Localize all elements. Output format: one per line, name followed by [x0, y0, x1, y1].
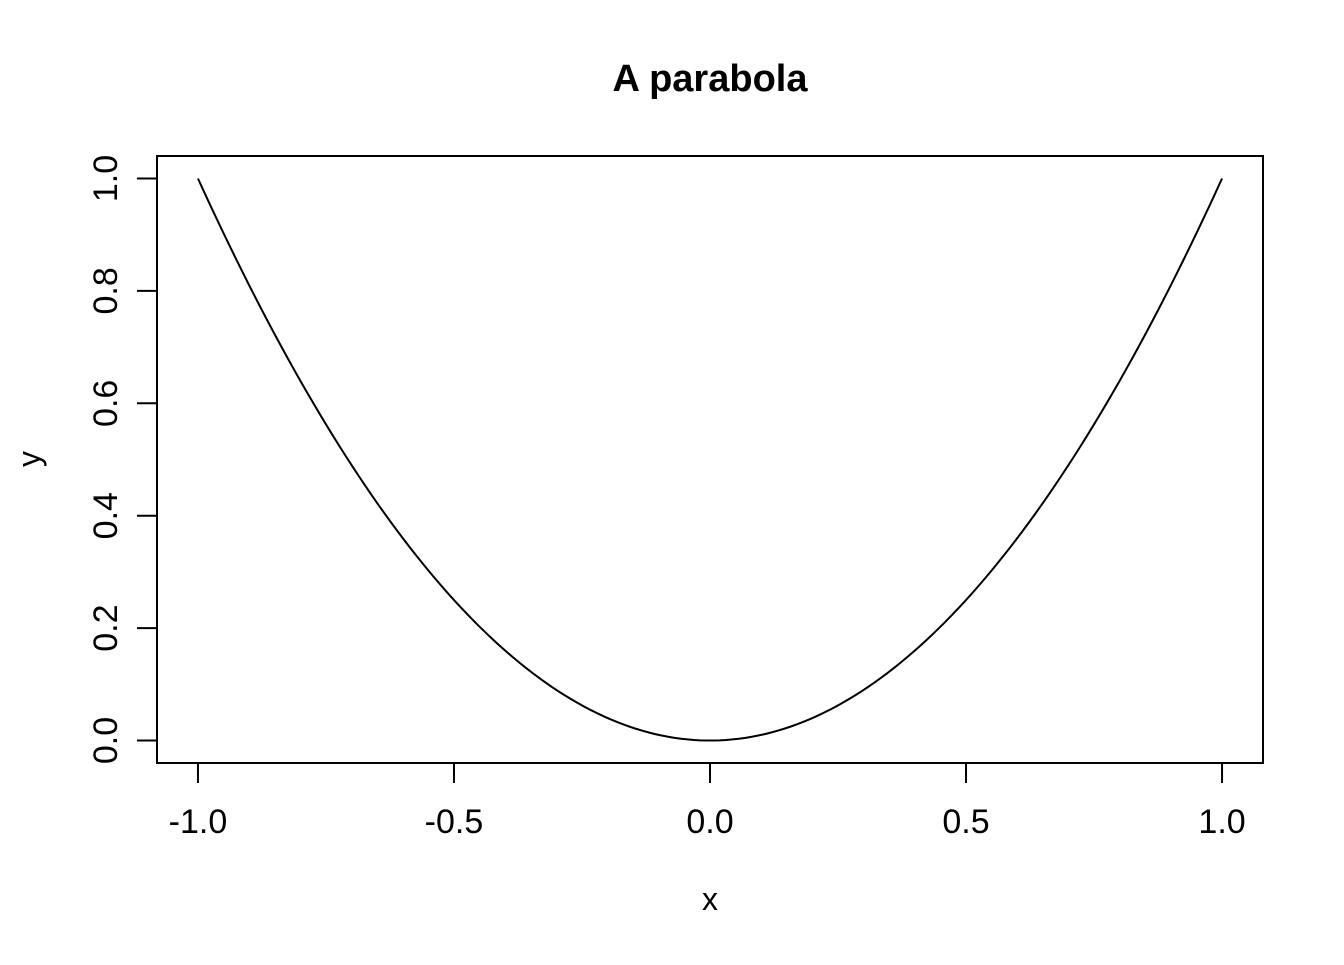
- svg-text:0.8: 0.8: [87, 267, 125, 314]
- svg-text:0.4: 0.4: [87, 492, 125, 539]
- svg-text:0.6: 0.6: [87, 380, 125, 427]
- svg-text:0.0: 0.0: [686, 803, 733, 841]
- svg-text:1.0: 1.0: [1198, 803, 1245, 841]
- svg-text:-1.0: -1.0: [169, 803, 228, 841]
- svg-text:A parabola: A parabola: [613, 58, 809, 100]
- svg-text:0.0: 0.0: [87, 717, 125, 764]
- svg-text:y: y: [11, 451, 47, 467]
- svg-text:0.2: 0.2: [87, 604, 125, 651]
- svg-text:1.0: 1.0: [87, 155, 125, 202]
- svg-text:0.5: 0.5: [942, 803, 989, 841]
- svg-text:-0.5: -0.5: [425, 803, 484, 841]
- svg-text:x: x: [702, 881, 718, 917]
